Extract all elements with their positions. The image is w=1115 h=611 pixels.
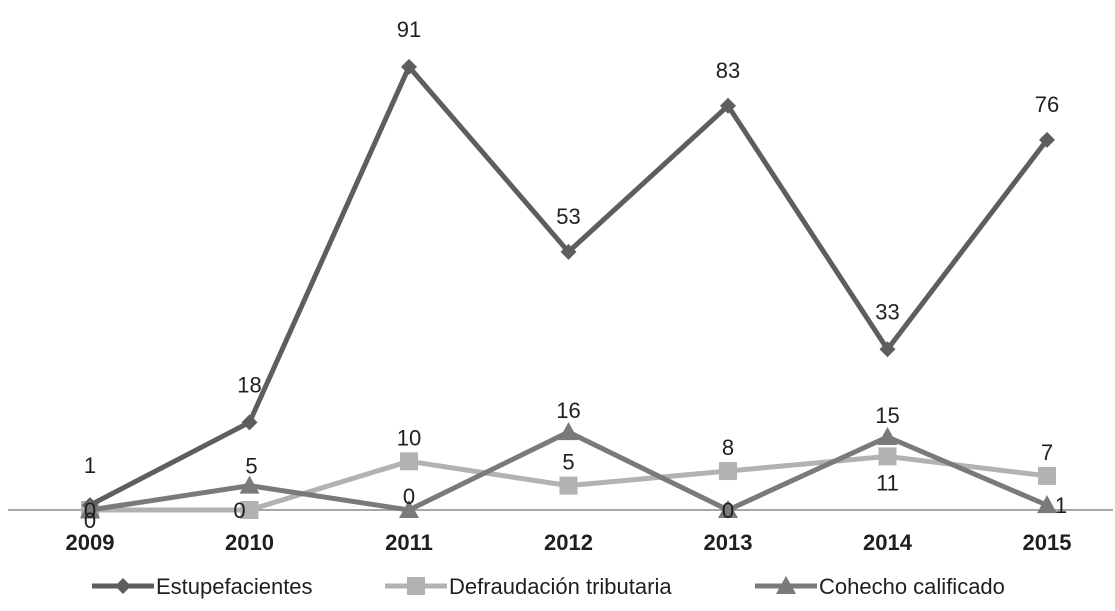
data-point [1039,131,1055,148]
legend-item: Estupefacientes [92,574,313,599]
data-point [401,58,417,75]
legend-marker [115,578,131,594]
data-point [719,462,737,481]
data-point [720,97,736,114]
data-label: 10 [397,425,421,450]
legend-item: Cohecho calificado [755,574,1005,599]
data-point [560,243,577,260]
data-point [241,414,258,431]
data-label: 18 [237,372,261,397]
axis-layer: 2009 2010 2011 2012 2013 2014 2015 [8,509,1113,555]
data-point [400,452,418,471]
data-label: 83 [716,58,740,83]
data-label: 1 [84,453,96,478]
data-label: 0 [403,484,415,509]
data-label: 33 [875,299,899,324]
legend-label: Defraudación tributaria [449,574,672,599]
data-label: 16 [556,398,580,423]
data-label: 5 [562,450,574,475]
data-point [1037,495,1057,514]
data-point [1038,466,1056,485]
x-tick-label: 2014 [863,530,913,555]
data-label: 1 [1055,493,1067,518]
x-tick-label: 2009 [66,530,115,555]
x-tick-label: 2015 [1023,530,1072,555]
data-point [877,426,898,445]
data-label: 5 [245,454,257,479]
data-label: 7 [1041,440,1053,465]
data-point [718,500,738,518]
data-label: 53 [556,204,580,229]
data-label: 0 [84,508,96,533]
legend-label: Cohecho calificado [819,574,1005,599]
series-layer [80,58,1057,519]
data-label: 0 [722,498,734,523]
x-tick-label: 2011 [385,530,433,555]
data-point [239,475,260,494]
x-tick-label: 2013 [704,530,753,555]
data-label: 0 [233,498,245,523]
data-point [399,500,419,518]
x-tick-label: 2012 [544,530,593,555]
legend: Estupefacientes Defraudación tributaria Co… [92,574,1005,599]
data-label: 91 [397,17,421,42]
data-label: 8 [722,435,734,460]
data-point [878,447,897,466]
legend-marker [776,576,796,594]
legend-item: Defraudación tributaria [385,574,672,599]
data-label: 11 [876,470,899,495]
data-label: 76 [1035,92,1059,117]
data-point [559,476,578,495]
data-point [879,341,896,358]
x-tick-label: 2010 [225,530,274,555]
data-label: 15 [875,403,899,428]
data-point [558,422,579,441]
data-point [80,500,100,518]
legend-label: Estupefacientes [156,574,313,599]
data-point [240,501,259,519]
legend-marker [407,577,425,595]
data-label: 0 [84,498,96,523]
